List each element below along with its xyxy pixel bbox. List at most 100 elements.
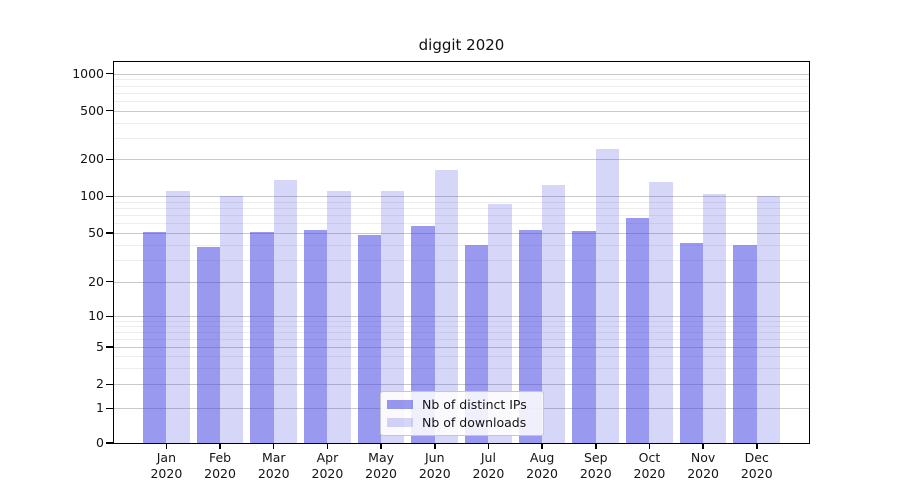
y-axis-tick-label-1000: 1000 (72, 65, 104, 81)
chart-title: diggit 2020 (418, 36, 505, 54)
gridline-minor-800 (114, 85, 809, 87)
legend-item-nb-of-distinct-ips: Nb of distinct IPs (387, 396, 537, 413)
bar-nb-of-downloads-may-2020 (381, 191, 405, 443)
y-axis-tick-label-500: 500 (80, 102, 104, 118)
y-axis-tick-mark-100 (106, 195, 113, 198)
gridline-minor-9 (114, 321, 809, 323)
x-axis-tick-mark-jul-2020 (487, 444, 490, 449)
y-axis-tick-mark-1 (106, 407, 113, 410)
gridline-minor-900 (114, 79, 809, 81)
bar-nb-of-downloads-jan-2020 (166, 191, 190, 443)
gridline-major-200 (114, 159, 809, 161)
x-axis-tick-label-mar-2020: Mar 2020 (257, 450, 290, 481)
x-axis-tick-label-dec-2020: Dec 2020 (740, 450, 773, 481)
bar-nb-of-downloads-dec-2020 (756, 196, 781, 443)
y-axis-tick-label-0: 0 (96, 435, 104, 450)
bar-nb-of-downloads-jun-2020 (434, 169, 459, 443)
bar-nb-of-downloads-jul-2020 (488, 204, 512, 443)
bar-nb-of-downloads-oct-2020 (649, 181, 673, 443)
x-axis-tick-label-may-2020: May 2020 (365, 450, 397, 481)
gridline-major-500 (114, 110, 809, 112)
gridline-minor-90 (114, 201, 809, 203)
gridline-major-50 (114, 232, 809, 234)
y-axis-tick-label-20: 20 (88, 273, 104, 289)
gridline-minor-6 (114, 339, 809, 341)
bar-nb-of-distinct-ips-may-2020 (357, 234, 382, 443)
x-axis-tick-mark-may-2020 (380, 444, 382, 449)
y-axis-tick-mark-50 (106, 232, 113, 234)
y-axis-tick-label-50: 50 (88, 224, 104, 240)
legend-box: Nb of distinct IPs Nb of downloads (380, 391, 544, 436)
x-axis-tick-label-sep-2020: Sep 2020 (579, 450, 612, 481)
gridline-minor-7 (114, 332, 809, 334)
x-axis-tick-mark-aug-2020 (541, 444, 543, 449)
bar-nb-of-distinct-ips-dec-2020 (733, 244, 757, 443)
x-axis-tick-mark-feb-2020 (219, 444, 221, 449)
gridline-minor-400 (114, 122, 809, 124)
gridline-minor-300 (114, 137, 809, 139)
gridline-minor-600 (114, 100, 809, 102)
gridline-major-10 (114, 316, 809, 318)
bar-nb-of-downloads-feb-2020 (220, 196, 244, 443)
bar-nb-of-downloads-apr-2020 (327, 191, 351, 443)
x-axis-tick-mark-oct-2020 (648, 444, 651, 449)
x-axis-tick-label-jun-2020: Jun 2020 (418, 450, 451, 481)
legend-swatch-nb-of-distinct-ips (387, 400, 413, 410)
x-axis-tick-mark-jan-2020 (165, 444, 168, 449)
plot-area (113, 61, 810, 444)
bar-nb-of-downloads-aug-2020 (542, 184, 566, 443)
x-axis-tick-mark-nov-2020 (702, 444, 704, 449)
x-axis-tick-label-feb-2020: Feb 2020 (204, 450, 236, 481)
gridline-minor-3 (114, 367, 809, 369)
bar-nb-of-distinct-ips-mar-2020 (250, 231, 274, 443)
y-axis-tick-label-100: 100 (80, 188, 104, 204)
y-axis-tick-mark-5 (106, 346, 113, 348)
gridline-major-100 (114, 196, 809, 198)
bar-nb-of-downloads-sep-2020 (595, 148, 620, 443)
y-axis-tick-mark-2 (106, 383, 113, 386)
x-axis-tick-mark-sep-2020 (595, 444, 597, 449)
y-axis-tick-label-2: 2 (96, 376, 104, 392)
y-axis-tick-mark-0 (106, 442, 113, 444)
y-axis-tick-label-1: 1 (96, 400, 104, 416)
y-axis-tick-label-200: 200 (80, 151, 104, 167)
bar-nb-of-distinct-ips-jun-2020 (411, 225, 435, 443)
gridline-minor-4 (114, 356, 809, 358)
legend-label-nb-of-downloads: Nb of downloads (422, 414, 527, 430)
x-axis-tick-mark-jun-2020 (434, 444, 436, 449)
x-axis-tick-mark-apr-2020 (326, 444, 329, 449)
y-axis-tick-mark-10 (106, 315, 113, 318)
gridline-minor-80 (114, 208, 809, 210)
x-axis-tick-label-oct-2020: Oct 2020 (633, 450, 666, 481)
x-axis-tick-label-nov-2020: Nov 2020 (687, 450, 719, 481)
gridline-minor-700 (114, 92, 809, 94)
gridline-major-5 (114, 347, 809, 349)
y-axis-tick-mark-500 (106, 109, 113, 112)
x-axis-tick-label-jul-2020: Jul 2020 (472, 450, 505, 481)
y-axis-tick-label-5: 5 (96, 339, 104, 355)
bar-nb-of-distinct-ips-jan-2020 (143, 231, 167, 443)
gridline-minor-70 (114, 215, 809, 217)
x-axis-tick-mark-dec-2020 (756, 444, 758, 449)
bar-nb-of-distinct-ips-nov-2020 (679, 243, 704, 443)
gridline-minor-40 (114, 244, 809, 246)
bar-nb-of-distinct-ips-aug-2020 (518, 229, 543, 443)
gridline-minor-60 (114, 223, 809, 225)
y-axis-tick-label-10: 10 (88, 308, 104, 324)
bar-nb-of-downloads-mar-2020 (273, 179, 298, 443)
gridline-minor-30 (114, 259, 809, 261)
legend-swatch-nb-of-downloads (387, 417, 413, 427)
bar-nb-of-distinct-ips-sep-2020 (572, 230, 596, 443)
y-axis-tick-mark-1000 (106, 72, 113, 75)
legend-label-nb-of-distinct-ips: Nb of distinct IPs (422, 397, 527, 413)
gridline-major-20 (114, 281, 809, 283)
bar-nb-of-distinct-ips-oct-2020 (626, 218, 650, 443)
gridline-major-2 (114, 384, 809, 386)
x-axis-tick-mark-mar-2020 (272, 444, 275, 449)
x-axis-tick-label-aug-2020: Aug 2020 (526, 450, 558, 481)
bar-nb-of-distinct-ips-apr-2020 (304, 229, 328, 443)
x-axis-tick-label-apr-2020: Apr 2020 (311, 450, 344, 481)
legend-item-nb-of-downloads: Nb of downloads (387, 414, 537, 431)
gridline-major-1000 (114, 73, 809, 75)
